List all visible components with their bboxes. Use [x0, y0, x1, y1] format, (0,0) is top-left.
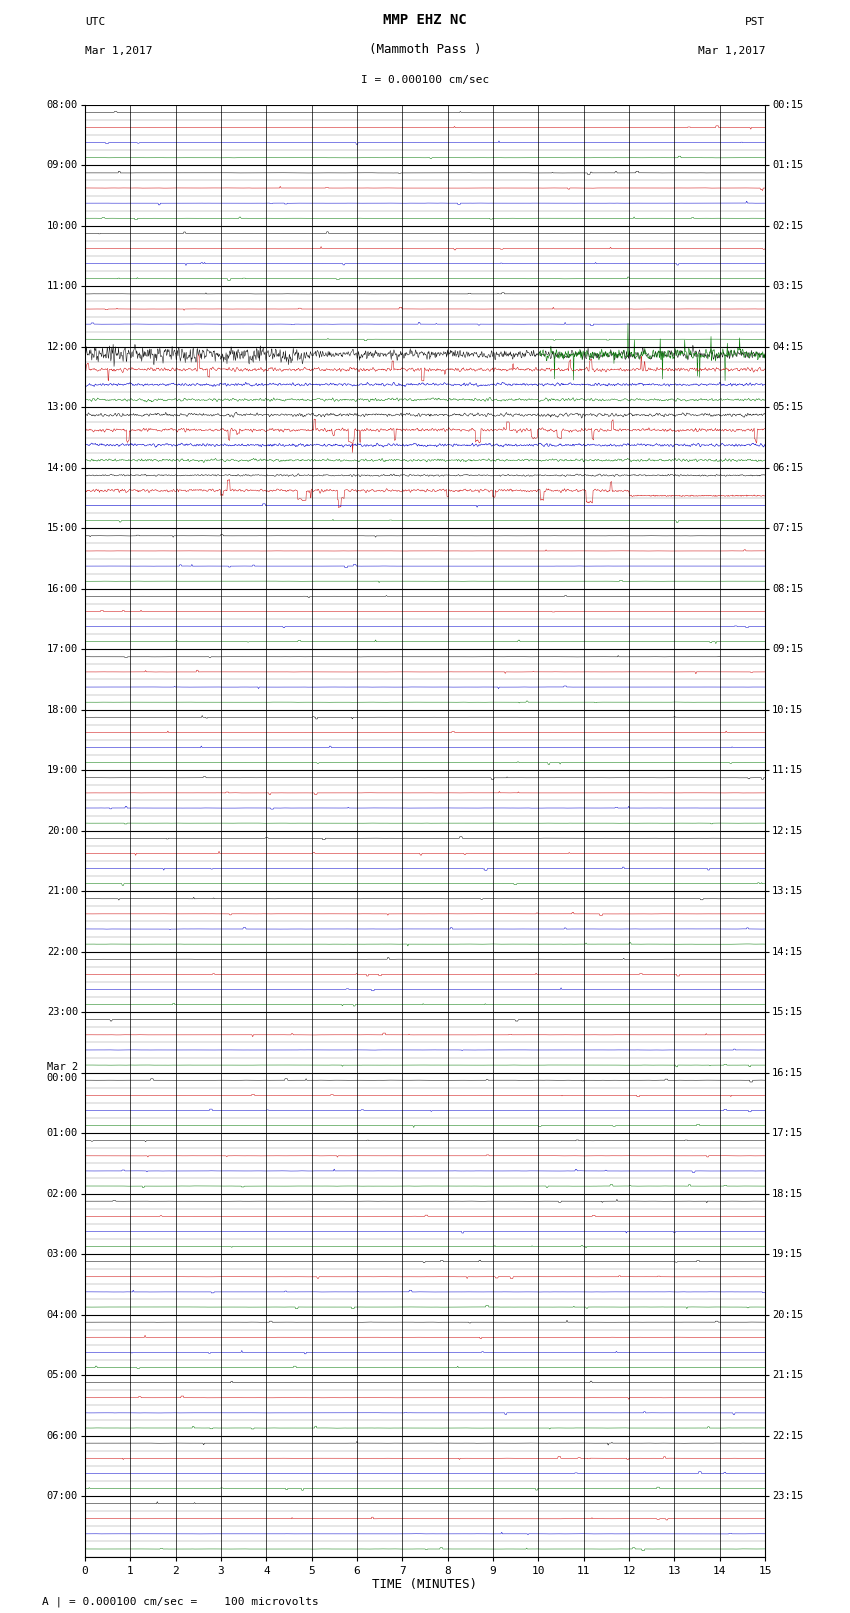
- Text: Mar 1,2017: Mar 1,2017: [698, 47, 765, 56]
- X-axis label: TIME (MINUTES): TIME (MINUTES): [372, 1579, 478, 1592]
- Text: (Mammoth Pass ): (Mammoth Pass ): [369, 44, 481, 56]
- Text: A | = 0.000100 cm/sec =    100 microvolts: A | = 0.000100 cm/sec = 100 microvolts: [42, 1597, 320, 1608]
- Text: Mar 1,2017: Mar 1,2017: [85, 47, 152, 56]
- Text: PST: PST: [745, 18, 765, 27]
- Text: I = 0.000100 cm/sec: I = 0.000100 cm/sec: [361, 76, 489, 85]
- Text: UTC: UTC: [85, 18, 105, 27]
- Text: MMP EHZ NC: MMP EHZ NC: [383, 13, 467, 27]
